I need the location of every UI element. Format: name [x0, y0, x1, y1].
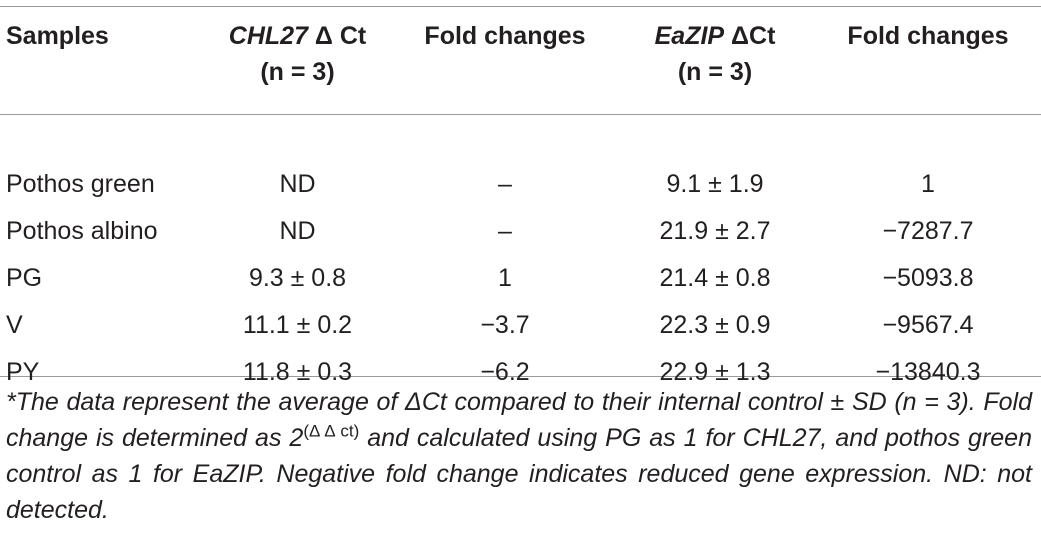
table-row: PY 11.8 ± 0.3 −6.2 22.9 ± 1.3 −13840.3	[0, 349, 1041, 396]
cell-chl27-dct: 9.3 ± 0.8	[248, 264, 347, 292]
cell-chl27-fold: −6.2	[480, 358, 530, 386]
cell-chl27-dct: ND	[279, 170, 316, 198]
cell-eazip-fold: 1	[921, 170, 935, 198]
fold-change-table: Samples CHL27 Δ Ct (n = 3) Fold changes …	[0, 18, 1041, 396]
table-top-rule	[0, 6, 1041, 7]
cell-chl27-dct: ND	[279, 217, 316, 245]
cell-eazip-fold: −9567.4	[882, 311, 974, 339]
cell-eazip-dct: 9.1 ± 1.9	[666, 170, 764, 198]
table-row: V 11.1 ± 0.2 −3.7 22.3 ± 0.9 −9567.4	[0, 302, 1041, 349]
cell-eazip-dct: 22.3 ± 0.9	[659, 311, 771, 339]
cell-eazip-dct: 21.9 ± 2.7	[659, 217, 771, 245]
cell-chl27-dct: 11.1 ± 0.2	[242, 311, 353, 339]
cell-eazip-fold: −13840.3	[875, 358, 981, 386]
cell-eazip-dct: 21.4 ± 0.8	[659, 264, 771, 292]
cell-chl27-fold: –	[498, 217, 512, 245]
cell-sample: Pothos green	[6, 170, 155, 198]
cell-sample: PY	[6, 358, 40, 386]
cell-eazip-fold: −5093.8	[882, 264, 974, 292]
cell-sample: Pothos albino	[6, 217, 158, 245]
cell-sample: V	[6, 311, 23, 339]
cell-chl27-fold: 1	[498, 264, 512, 292]
cell-sample: PG	[6, 264, 43, 292]
header-bottom-rule	[0, 114, 1041, 115]
cell-eazip-dct: 22.9 ± 1.3	[659, 358, 771, 386]
header-fold-changes-chl27: Fold changes	[424, 22, 586, 50]
header-row: Samples CHL27 Δ Ct (n = 3) Fold changes …	[0, 18, 1041, 114]
header-eazip-dct: EaZIP ΔCt (n = 3)	[654, 22, 776, 86]
table-footnote: *The data represent the average of ΔCt c…	[6, 388, 1032, 524]
table-bottom-rule	[0, 376, 1041, 377]
footnote-superscript: (Δ Δ ct)	[303, 421, 360, 441]
table-row: PG 9.3 ± 0.8 1 21.4 ± 0.8 −5093.8	[0, 255, 1041, 302]
cell-eazip-fold: −7287.7	[882, 217, 974, 245]
table-row: Pothos albino ND – 21.9 ± 2.7 −7287.7	[0, 208, 1041, 255]
table-row: Pothos green ND – 9.1 ± 1.9 1	[0, 161, 1041, 208]
header-samples: Samples	[6, 22, 109, 50]
header-fold-changes-eazip: Fold changes	[847, 22, 1009, 50]
cell-chl27-fold: –	[498, 170, 512, 198]
cell-chl27-fold: −3.7	[480, 311, 530, 339]
cell-chl27-dct: 11.8 ± 0.3	[242, 358, 353, 386]
header-chl27-dct: CHL27 Δ Ct (n = 3)	[228, 22, 367, 86]
